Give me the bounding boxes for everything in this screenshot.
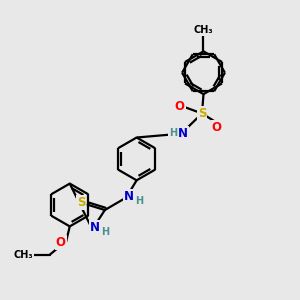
Text: N: N: [90, 221, 100, 234]
Text: N: N: [178, 127, 188, 140]
Text: CH₃: CH₃: [194, 25, 213, 35]
Text: CH₃: CH₃: [13, 250, 33, 260]
Text: S: S: [198, 107, 206, 120]
Text: N: N: [124, 190, 134, 202]
Text: O: O: [212, 121, 222, 134]
Text: H: H: [101, 227, 109, 237]
Text: S: S: [77, 196, 85, 209]
Text: H: H: [135, 196, 143, 206]
Text: O: O: [175, 100, 185, 112]
Text: O: O: [56, 236, 66, 249]
Text: H: H: [169, 128, 177, 138]
